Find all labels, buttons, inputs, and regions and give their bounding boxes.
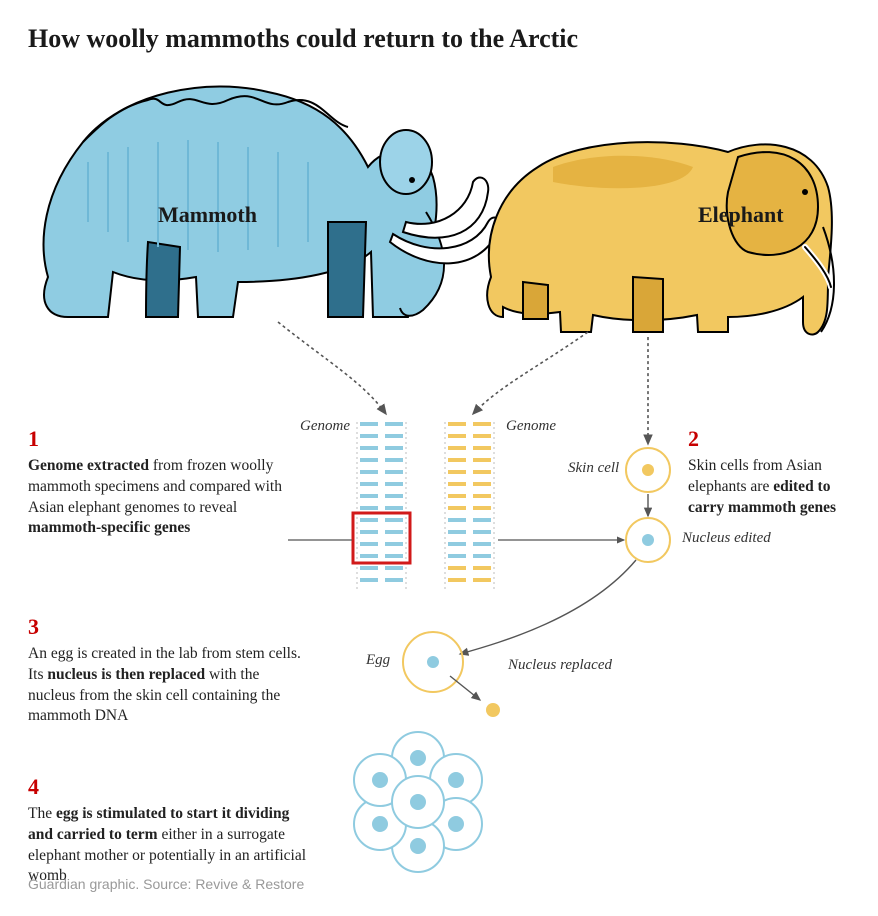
arrow-elephant-to-genome [473,332,588,414]
step-1: 1 Genome extracted from frozen woolly ma… [28,424,288,539]
step-3-num: 3 [28,612,308,642]
mammoth-label: Mammoth [158,202,257,228]
page-title: How woolly mammoths could return to the … [28,24,850,54]
step-2: 2 Skin cells from Asian elephants are ed… [688,424,850,518]
step-1-num: 1 [28,424,288,454]
arrow-edited-to-egg [460,560,636,654]
ejected-nucleus [486,703,500,717]
elephant-label: Elephant [698,202,784,228]
infographic-canvas: Mammoth Elephant Genome Genome Skin cell… [28,72,850,892]
step-4-text: The egg is stimulated to start it dividi… [28,805,306,885]
step-2-num: 2 [688,424,850,454]
skin-cell [626,448,670,492]
mammoth-illustration [44,86,500,317]
source-citation: Guardian graphic. Source: Revive & Resto… [28,876,304,892]
step-3: 3 An egg is created in the lab from stem… [28,612,308,727]
skin-cell-label: Skin cell [568,460,619,477]
elephant-illustration [487,142,834,334]
step-3-text: An egg is created in the lab from stem c… [28,645,301,725]
step-4-num: 4 [28,772,318,802]
genome-mammoth [357,422,406,590]
arrow-mammoth-to-genome [278,322,386,414]
egg-cell [403,632,463,692]
edited-nucleus-cell [626,518,670,562]
step-2-text: Skin cells from Asian elephants are edit… [688,457,836,516]
genome-elephant [445,422,494,590]
step-1-text: Genome extracted from frozen woolly mamm… [28,457,282,537]
arrow-nucleus-out [450,676,480,700]
step-4: 4 The egg is stimulated to start it divi… [28,772,318,887]
nucleus-replaced-label: Nucleus replaced [508,657,612,674]
dividing-cells [354,732,482,872]
genome-left-label: Genome [300,418,350,435]
egg-label: Egg [366,652,390,669]
nucleus-edited-label: Nucleus edited [682,530,771,547]
genome-right-label: Genome [506,418,556,435]
